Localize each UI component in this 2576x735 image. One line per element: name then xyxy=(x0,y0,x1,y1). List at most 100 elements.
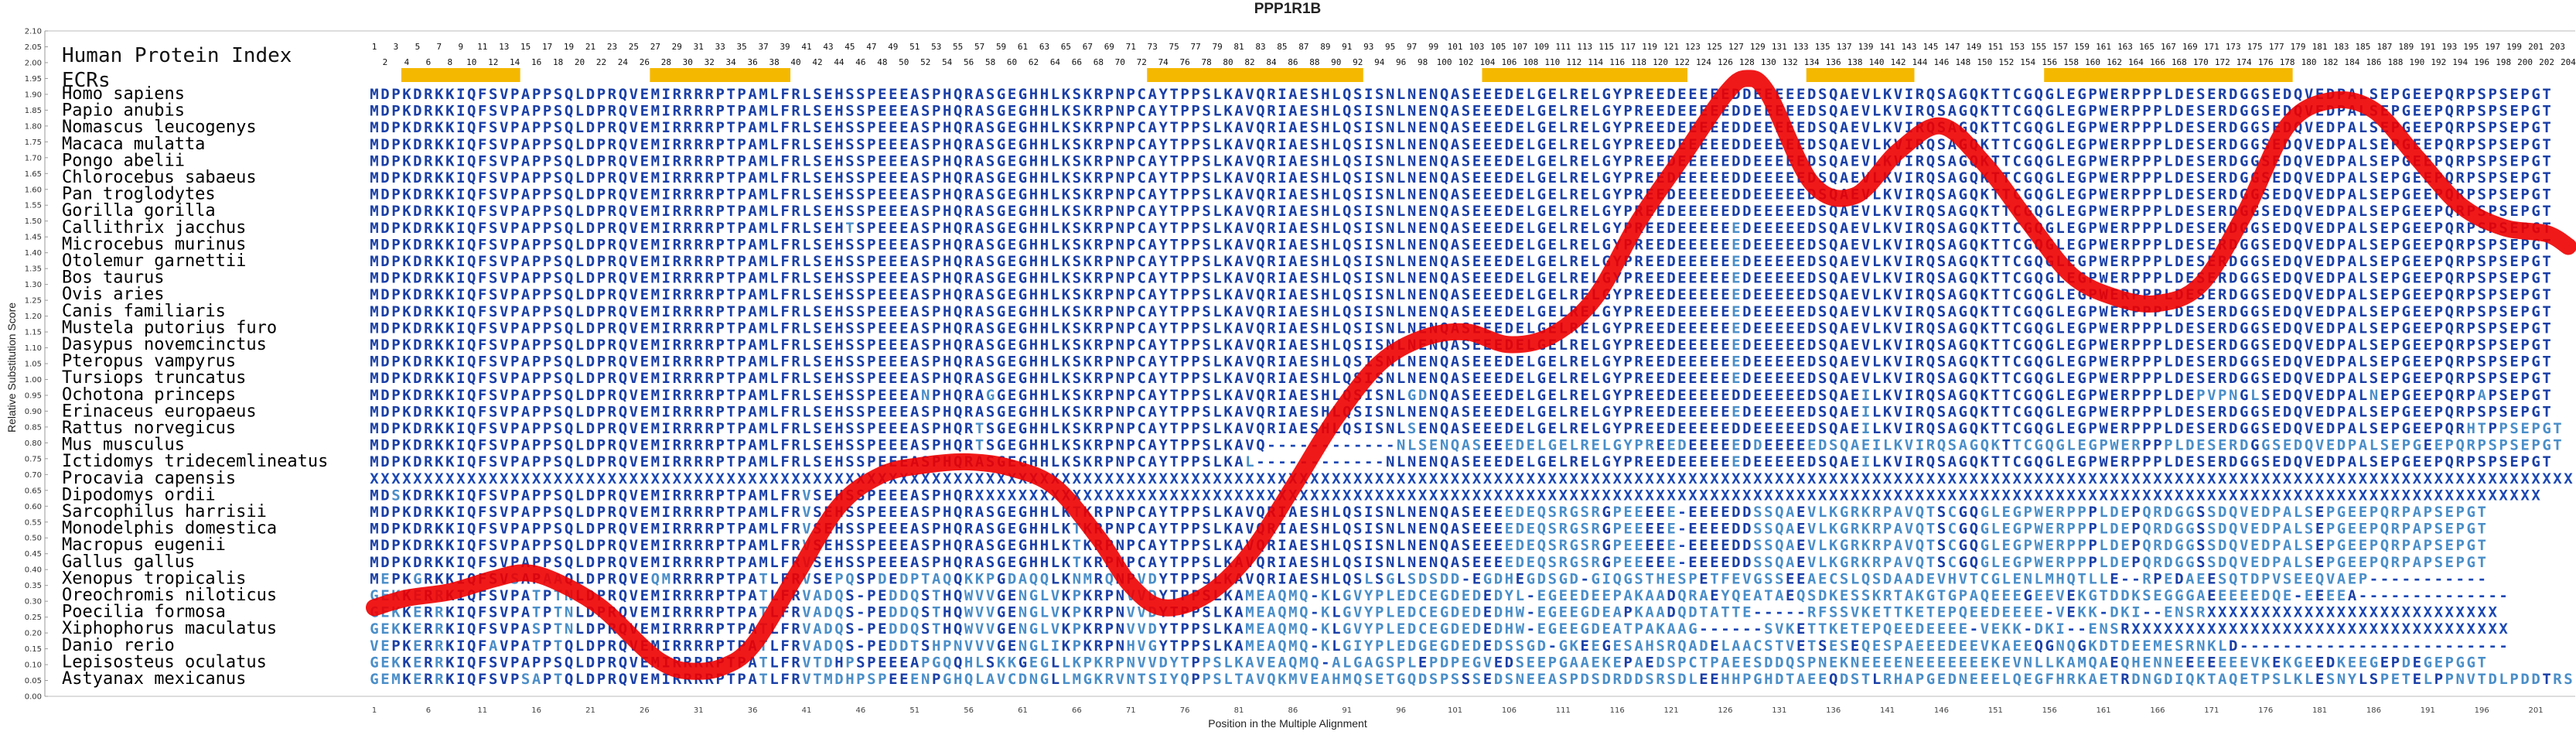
residue: V xyxy=(500,103,508,120)
residue: Q xyxy=(1970,119,1978,136)
residue: P xyxy=(510,270,519,287)
residue: P xyxy=(1180,387,1189,404)
residue: K xyxy=(1883,119,1892,136)
residue: L xyxy=(2056,152,2064,169)
residue: A xyxy=(910,220,920,237)
residue: E xyxy=(1581,203,1589,220)
residue: L xyxy=(2359,354,2367,371)
residue: L xyxy=(2056,354,2064,371)
residue: P xyxy=(2337,420,2346,437)
residue: E xyxy=(2315,136,2324,153)
residue: E xyxy=(1710,152,1718,169)
residue: D xyxy=(2175,337,2183,354)
residue: H xyxy=(1029,270,1038,287)
residue: Q xyxy=(2294,370,2302,387)
residue: G xyxy=(2024,270,2032,287)
residue: N xyxy=(1407,370,1416,387)
residue: E xyxy=(2326,437,2335,454)
residue: P xyxy=(532,169,541,186)
residue: P xyxy=(597,303,606,320)
residue: E xyxy=(1581,420,1589,437)
residue: K xyxy=(1223,420,1233,437)
residue: P xyxy=(2466,253,2475,270)
residue: E xyxy=(1710,119,1718,136)
residue: H xyxy=(1321,186,1329,203)
residue: E xyxy=(1764,387,1772,404)
residue: S xyxy=(1462,403,1470,420)
species-label: Pteropus vampyrus xyxy=(62,352,236,371)
residue: G xyxy=(1537,119,1546,136)
residue: R xyxy=(424,403,433,420)
residue: S xyxy=(2477,152,2486,169)
residue: E xyxy=(1851,354,1859,371)
residue: A xyxy=(1148,337,1158,354)
residue: E xyxy=(640,152,649,169)
residue: - xyxy=(1299,437,1308,454)
residue: G xyxy=(2077,303,2086,320)
residue: E xyxy=(2207,152,2216,169)
residue: S xyxy=(1073,337,1081,354)
residue: D xyxy=(1505,103,1513,120)
residue: E xyxy=(1677,236,1686,253)
residue: Q xyxy=(1440,136,1448,153)
residue: E xyxy=(1581,453,1589,470)
residue: G xyxy=(2402,186,2411,203)
residue: E xyxy=(1796,354,1805,371)
residue: I xyxy=(1861,387,1870,404)
residue: C xyxy=(2013,103,2022,120)
residue: R xyxy=(2218,403,2227,420)
residue: V xyxy=(1245,387,1254,404)
residue: K xyxy=(1062,119,1071,136)
residue: K xyxy=(1083,220,1093,237)
residue: E xyxy=(1494,186,1503,203)
residue: E xyxy=(1418,236,1427,253)
residue: D xyxy=(1807,286,1816,303)
residue: A xyxy=(975,270,984,287)
residue: L xyxy=(1591,169,1599,186)
residue: E xyxy=(1796,370,1805,387)
residue: P xyxy=(2402,437,2411,454)
residue: E xyxy=(1299,86,1308,103)
residue: L xyxy=(1559,236,1568,253)
residue: M xyxy=(370,203,378,220)
residue: A xyxy=(521,437,531,454)
residue: E xyxy=(1721,387,1729,404)
residue: H xyxy=(2466,420,2475,437)
residue: S xyxy=(1353,152,1362,169)
residue: P xyxy=(867,403,875,420)
residue: S xyxy=(554,253,562,270)
residue: E xyxy=(1851,136,1859,153)
residue: N xyxy=(1429,420,1438,437)
residue: G xyxy=(2045,370,2053,387)
residue: Q xyxy=(2294,236,2302,253)
position-number: 50 xyxy=(899,57,909,67)
residue: X xyxy=(489,470,498,487)
residue: H xyxy=(834,220,843,237)
position-number: 156 xyxy=(2042,57,2057,67)
residue: K xyxy=(435,152,444,169)
residue: A xyxy=(1234,403,1244,420)
residue: E xyxy=(1796,320,1805,337)
residue: A xyxy=(1840,370,1849,387)
residue: C xyxy=(2013,220,2022,237)
residue: K xyxy=(1981,86,1990,103)
residue: T xyxy=(1991,354,2000,371)
residue: Q xyxy=(1829,403,1837,420)
residue: H xyxy=(1040,420,1049,437)
residue: S xyxy=(1310,152,1319,169)
residue: A xyxy=(1234,337,1244,354)
residue: E xyxy=(2066,86,2075,103)
residue: C xyxy=(1138,370,1146,387)
residue: E xyxy=(640,403,649,420)
residue: C xyxy=(2013,420,2022,437)
residue: P xyxy=(2142,320,2151,337)
residue: S xyxy=(2196,169,2205,186)
residue: E xyxy=(2424,186,2432,203)
residue: P xyxy=(597,203,606,220)
residue: R xyxy=(705,453,715,470)
residue: Q xyxy=(1829,169,1837,186)
residue: L xyxy=(1332,186,1340,203)
residue: E xyxy=(1008,86,1016,103)
residue: X xyxy=(705,470,715,487)
residue: E xyxy=(1494,453,1503,470)
